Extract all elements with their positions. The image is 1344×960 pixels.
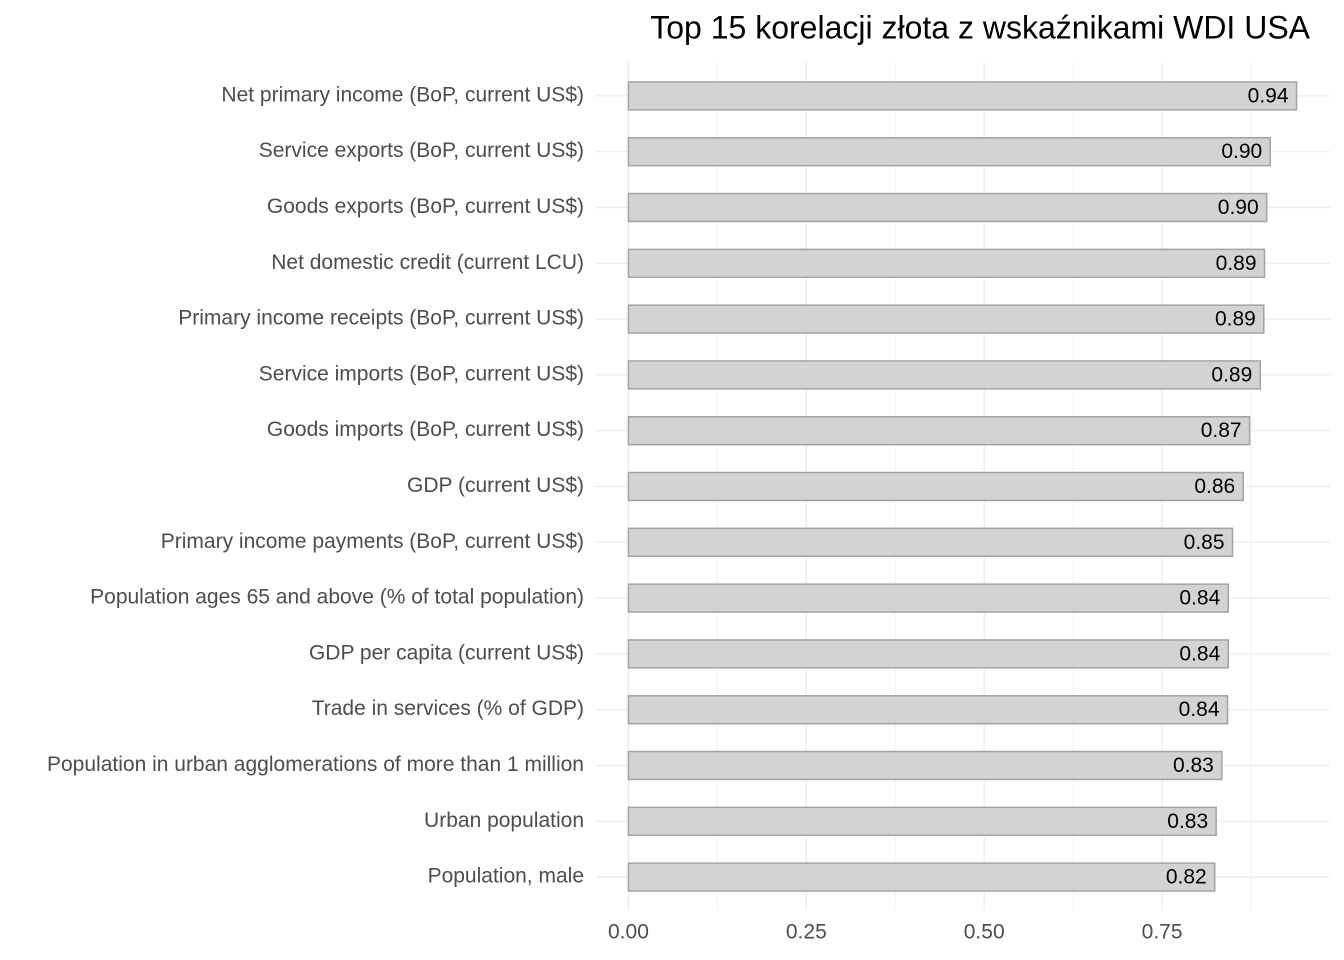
y-tick-label: Goods imports (BoP, current US$) [267,418,584,441]
y-tick-label: Population in urban agglomerations of mo… [47,753,584,776]
y-tick-label: Primary income payments (BoP, current US… [161,530,584,553]
y-tick-label: Service exports (BoP, current US$) [259,139,584,162]
y-tick-label: Urban population [424,809,584,832]
bar [627,639,1230,669]
bar [627,583,1230,613]
value-label: 0.85 [1184,531,1225,554]
y-tick-label: Primary income receipts (BoP, current US… [178,307,584,330]
value-label: 0.84 [1179,698,1220,721]
value-label: 0.84 [1179,587,1220,610]
value-label: 0.94 [1248,84,1289,107]
y-tick-label: GDP (current US$) [407,474,584,497]
y-tick-label: Goods exports (BoP, current US$) [267,195,584,218]
bar [627,81,1298,111]
value-label: 0.89 [1215,308,1256,331]
value-label: 0.87 [1201,419,1242,442]
x-tick-label: 0.25 [786,921,827,944]
value-label: 0.83 [1167,810,1208,833]
bar [627,137,1271,167]
bar [627,750,1223,781]
x-tick-label: 0.75 [1142,921,1183,944]
y-tick-label: Service imports (BoP, current US$) [259,362,584,385]
y-tick-label: Population, male [428,865,584,888]
bar [627,806,1217,836]
bar [627,304,1265,334]
value-label: 0.90 [1218,196,1259,219]
value-label: 0.90 [1221,140,1262,163]
value-label: 0.89 [1216,252,1257,275]
value-label: 0.84 [1179,642,1220,665]
value-label: 0.83 [1173,754,1214,777]
bar [627,360,1262,390]
bar [627,527,1234,557]
y-tick-label: Net primary income (BoP, current US$) [221,83,584,106]
value-label: 0.89 [1211,363,1252,386]
y-tick-label: GDP per capita (current US$) [309,641,584,664]
bar [627,248,1266,279]
y-tick-label: Net domestic credit (current LCU) [271,251,584,274]
value-label: 0.86 [1194,475,1235,498]
x-tick-label: 0.50 [964,921,1005,944]
bar [627,192,1268,223]
y-tick-label: Trade in services (% of GDP) [312,697,584,720]
x-tick-label: 0.00 [608,921,649,944]
bar [627,695,1229,725]
bar [627,416,1251,446]
bar [627,471,1244,502]
value-label: 0.82 [1166,866,1207,889]
bar [627,862,1216,892]
chart-title: Top 15 korelacji złota z wskaźnikami WDI… [650,9,1310,45]
y-tick-label: Population ages 65 and above (% of total… [90,586,584,609]
